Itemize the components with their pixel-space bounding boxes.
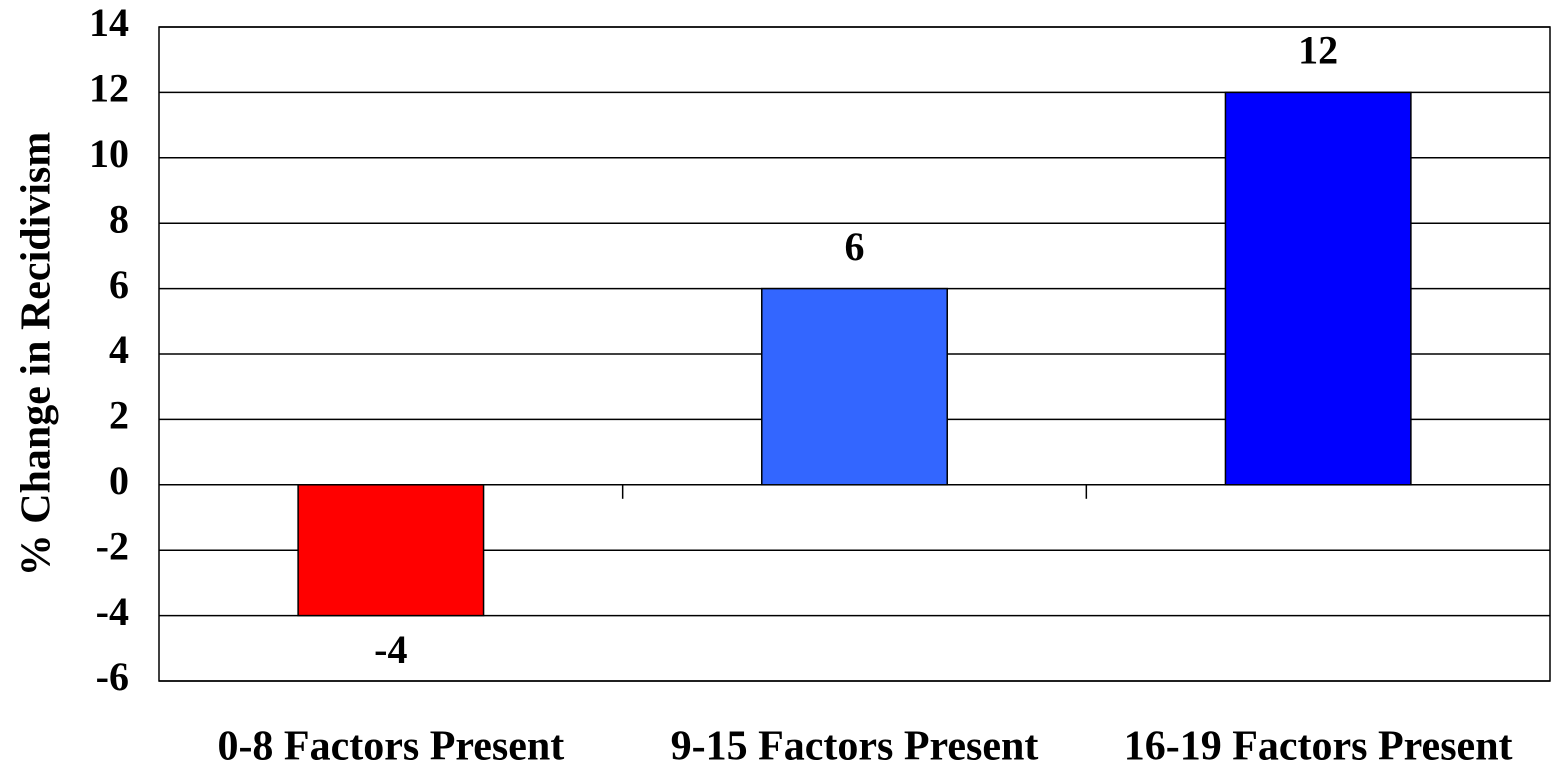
bar (761, 287, 948, 486)
y-tick-label: 2 (109, 393, 129, 438)
y-tick-label: 10 (89, 131, 129, 176)
x-tick-label: 9-15 Factors Present (671, 724, 1039, 769)
y-tick-label: -2 (96, 523, 129, 568)
y-tick-label: 12 (89, 66, 129, 111)
bars (297, 91, 1412, 617)
data-label: 12 (1298, 28, 1338, 73)
y-tick-label: 6 (109, 262, 129, 307)
bar (297, 484, 485, 617)
x-axis-ticks (621, 484, 1088, 499)
y-tick-label: 14 (89, 0, 129, 45)
plot-area-frame (158, 26, 1551, 682)
bar (1224, 91, 1412, 486)
y-tick-label: 0 (109, 458, 129, 503)
x-tick-label: 0-8 Factors Present (217, 724, 564, 769)
y-axis-tick-labels: 14 12 10 8 6 4 2 0 -2 -4 -6 (89, 0, 129, 699)
y-axis-title: % Change in Recidivism (14, 132, 60, 577)
y-tick-label: -4 (96, 589, 129, 634)
x-tick-label: 16-19 Factors Present (1124, 724, 1513, 769)
data-label: -4 (374, 627, 407, 672)
y-tick-label: 4 (109, 327, 129, 372)
x-axis-tick-labels: 0-8 Factors Present 9-15 Factors Present 1… (217, 724, 1512, 769)
data-labels: -4 6 12 (374, 28, 1338, 672)
data-label: 6 (845, 224, 865, 269)
y-tick-label: 8 (109, 196, 129, 241)
y-tick-label: -6 (96, 654, 129, 699)
